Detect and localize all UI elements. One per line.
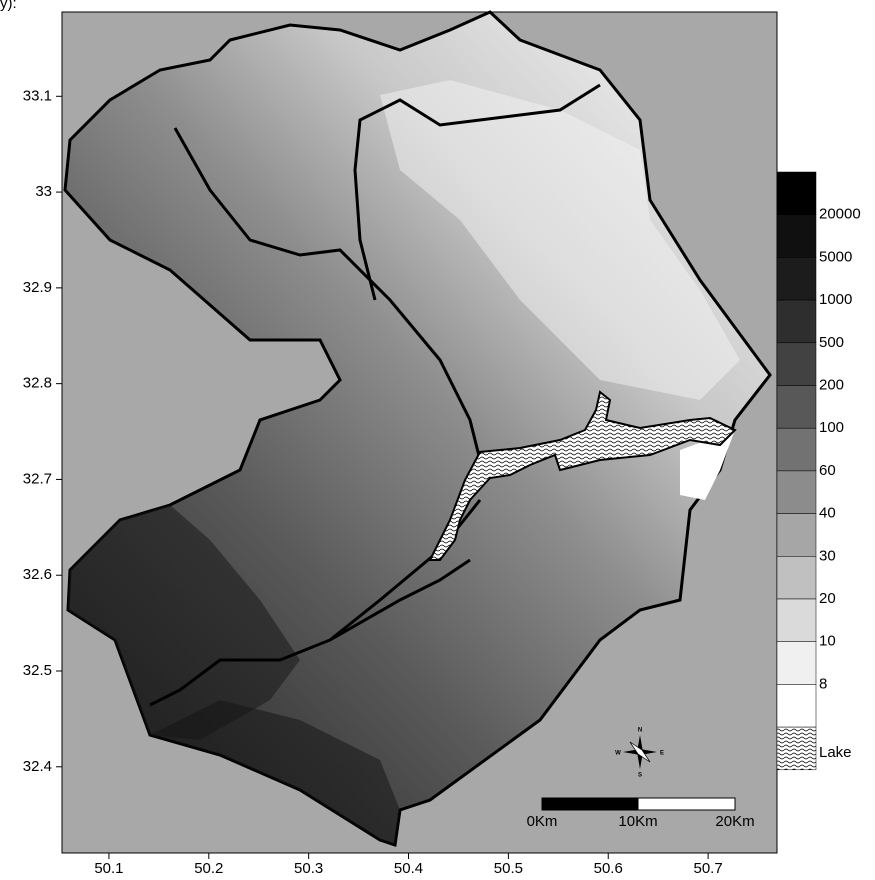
x-tick-label: 50.1 <box>94 860 123 877</box>
legend-swatch <box>777 343 816 386</box>
legend-label: 60 <box>819 462 836 479</box>
legend-label: 20 <box>819 590 836 607</box>
legend-swatch <box>777 428 816 471</box>
legend-swatch <box>777 386 816 429</box>
legend-swatch <box>777 257 816 300</box>
legend-swatch <box>777 514 816 557</box>
legend-swatch <box>777 300 816 343</box>
y-tick-label: 32.9 <box>23 279 52 296</box>
y-tick-label: 32.6 <box>23 566 52 583</box>
y-tick-label: 32.5 <box>23 662 52 679</box>
legend-label: 500 <box>819 334 844 351</box>
legend-swatch <box>777 471 816 514</box>
y-tick-label: 33.1 <box>23 87 52 104</box>
y-tick-label: 32.7 <box>23 470 52 487</box>
legend-swatch <box>777 599 816 642</box>
legend-label: 5000 <box>819 248 852 265</box>
header-fragment: y): <box>0 0 17 12</box>
x-tick-label: 50.2 <box>194 860 223 877</box>
x-tick-label: 50.3 <box>294 860 323 877</box>
compass-s: S <box>638 773 642 779</box>
legend-swatch <box>777 684 816 727</box>
legend-label: 40 <box>819 505 836 522</box>
compass-n: N <box>638 728 642 734</box>
legend-swatch <box>777 556 816 599</box>
legend-label: Lake <box>819 744 852 761</box>
x-tick-label: 50.7 <box>693 860 722 877</box>
legend-label: 1000 <box>819 291 852 308</box>
compass-w: W <box>615 751 621 757</box>
scale-label: 10Km <box>618 813 657 830</box>
scale-label: 0Km <box>527 813 558 830</box>
legend-swatch <box>777 172 816 215</box>
legend-label: 8 <box>819 675 827 692</box>
legend-label: 30 <box>819 547 836 564</box>
legend-label: 200 <box>819 376 844 393</box>
legend-swatch <box>777 642 816 685</box>
legend-swatch <box>777 215 816 258</box>
map-figure: y): 50.150.250.350.450.550.650.7 32.432.… <box>0 0 875 880</box>
y-tick-label: 32.8 <box>23 375 52 392</box>
x-tick-label: 50.5 <box>494 860 523 877</box>
y-axis: 32.4 32.5 32.6 32.7 32.8 32.9 33 33.1 <box>23 87 62 775</box>
x-axis: 50.1 50.2 50.3 50.4 50.5 50.6 50.7 <box>94 853 722 877</box>
legend: 20000 5000 1000 500 200 100 60 40 30 20 10 8 Lake <box>777 172 861 770</box>
scale-label: 20Km <box>715 813 754 830</box>
y-tick-label: 32.4 <box>23 758 52 775</box>
legend-label: 20000 <box>819 206 861 223</box>
y-tick-label: 33 <box>35 183 52 200</box>
legend-swatch <box>777 727 816 770</box>
x-tick-label: 50.6 <box>594 860 623 877</box>
legend-label: 100 <box>819 419 844 436</box>
scale-segment <box>638 798 735 810</box>
scale-segment <box>542 798 638 810</box>
compass-e: E <box>660 751 664 757</box>
legend-label: 10 <box>819 633 836 650</box>
x-tick-label: 50.4 <box>394 860 423 877</box>
